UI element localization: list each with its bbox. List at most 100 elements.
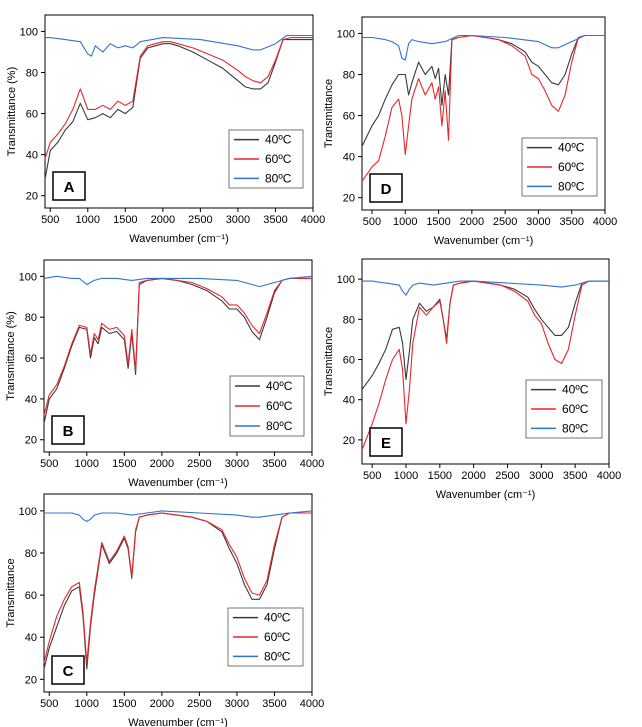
x-tick-label: 2000 [151,214,175,226]
y-tick-label: 40 [26,150,38,162]
panel-C: 500 1000 1500 2000 2500 3000 3500 4000 20 40 60 80 1… [5,493,324,727]
x-tick-label: 1500 [428,470,452,482]
x-tick-label: 3000 [526,216,550,228]
legend-label: 60ºC [264,630,291,644]
x-axis-label: Wavenumber (cm⁻¹) [129,233,229,245]
series-line-40C [361,34,605,147]
y-tick-label: 40 [343,395,355,407]
x-tick-label: 1000 [394,470,418,482]
y-tick-label: 80 [25,312,37,324]
y-axis-label: Transmittance (%) [6,67,18,156]
legend: 40ºC 60ºC 80ºC [521,137,598,197]
series-line-60C [361,34,605,182]
x-tick-label: 2000 [150,458,174,470]
x-axis-label: Wavenumber (cm⁻¹) [436,489,536,501]
legend-label: 80ºC [265,171,292,185]
panel-E: 500 1000 1500 2000 2500 3000 3500 4000 20 40 60 80 1… [323,258,621,501]
x-tick-label: 500 [40,698,58,710]
y-axis-label: Transmittance [323,327,335,396]
series-line-60C [361,280,609,451]
panel-label-box [51,415,85,445]
y-tick-label: 60 [25,353,37,365]
panel-label-box [51,655,85,685]
plot-frame [361,16,606,211]
legend-label: 60ºC [265,152,292,166]
x-tick-label: 2500 [188,214,212,226]
x-axis-label: Wavenumber (cm⁻¹) [128,717,228,727]
series-line-60C [43,277,312,416]
plot-frame [43,493,313,693]
x-tick-label: 3000 [225,458,249,470]
x-tick-label: 2500 [493,216,517,228]
y-tick-label: 60 [343,354,355,366]
legend-label: 80ºC [558,179,585,193]
panel-label: E [381,435,391,452]
legend-label: 60ºC [558,160,585,174]
y-tick-label: 80 [25,548,37,560]
x-tick-label: 2500 [495,470,519,482]
y-axis-label: Transmittance (%) [5,311,17,400]
series-line-80C [362,280,609,296]
x-tick-label: 3500 [563,470,587,482]
panel-label: B [63,423,74,440]
y-tick-label: 20 [25,435,37,447]
x-tick-label: 3500 [559,216,583,228]
legend-label: 40ºC [562,383,589,397]
legend-label: 80ºC [562,421,589,435]
x-tick-label: 3000 [529,470,553,482]
plot-frame [43,259,313,453]
plot-frame [361,258,610,465]
panel-D: 500 1000 1500 2000 2500 3000 3500 4000 20 40 60 80 1… [323,16,617,247]
y-tick-label: 80 [343,314,355,326]
panel-label-box [52,171,86,201]
x-tick-label: 3500 [262,698,286,710]
x-tick-label: 1500 [113,214,137,226]
legend-label: 40ºC [266,379,293,393]
legend-label: 60ºC [562,402,589,416]
x-tick-label: 1500 [112,698,136,710]
panel-label-box [369,173,403,203]
y-tick-label: 40 [343,152,355,164]
x-tick-label: 2000 [460,216,484,228]
y-tick-label: 60 [343,111,355,123]
x-tick-label: 1000 [393,216,417,228]
series-line-40C [361,280,609,390]
legend-label: 80ºC [266,419,293,433]
legend-label: 40ºC [558,141,585,155]
legend: 40ºC 60ºC 80ºC [228,129,304,189]
legend-label: 40ºC [265,133,292,147]
x-tick-label: 1500 [112,458,136,470]
x-axis-label: Wavenumber (cm⁻¹) [434,235,534,247]
x-tick-label: 500 [363,470,381,482]
y-tick-label: 80 [343,69,355,81]
y-tick-label: 20 [26,191,38,203]
panel-B: 500 1000 1500 2000 2500 3000 3500 4000 20 40 60 80 1… [5,259,324,489]
x-tick-label: 4000 [593,216,617,228]
panel-label: A [64,179,75,196]
x-tick-label: 500 [363,216,381,228]
x-tick-label: 1000 [75,698,99,710]
x-tick-label: 2000 [461,470,485,482]
x-tick-label: 2500 [187,698,211,710]
series-line-80C [43,275,313,288]
series-line-60C [43,512,312,664]
panel-A: 500 1000 1500 2000 2500 3000 3500 4000 20 40 60 80 1… [6,14,325,245]
y-tick-label: 100 [19,271,37,283]
x-tick-label: 3500 [262,458,286,470]
x-tick-label: 4000 [300,698,324,710]
series-line-60C [44,37,313,159]
x-tick-label: 500 [40,458,58,470]
panel-label-box [369,427,403,457]
x-axis-label: Wavenumber (cm⁻¹) [128,477,228,489]
x-tick-label: 2000 [150,698,174,710]
y-tick-label: 60 [25,590,37,602]
x-tick-label: 3000 [226,214,250,226]
series-line-80C [45,34,313,57]
y-tick-label: 60 [26,109,38,121]
y-tick-label: 20 [25,674,37,686]
y-tick-label: 40 [25,394,37,406]
x-tick-label: 500 [41,214,59,226]
series-line-40C [44,39,313,180]
x-tick-label: 3500 [263,214,287,226]
